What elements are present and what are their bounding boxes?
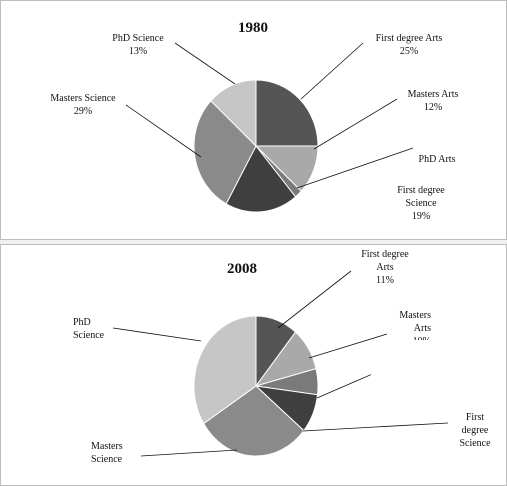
panel-separator — [0, 240, 507, 244]
leader-line-phd-arts — [296, 147, 414, 189]
slice-label-first-degree-arts: First degree Arts 25% — [376, 33, 443, 57]
pie-chart-1980: 1980 First degree Arts 25% Masters Arts 12%… — [0, 0, 507, 240]
slice-label-first-degree-arts: First degree Arts 11% — [361, 249, 409, 286]
leader-line-masters-science — [125, 104, 202, 158]
leader-line-phd-science — [112, 327, 202, 342]
pie-slice-phd-science — [210, 79, 257, 148]
slice-label-phd-science: PhD Science 13% — [112, 33, 164, 57]
label-clip-mask — [377, 162, 497, 202]
pie-slice-masters-science — [193, 100, 257, 205]
leader-line-first-degree-arts — [300, 42, 364, 100]
slice-label-masters-science: Masters Science — [91, 441, 123, 465]
label-clip-mask — [371, 340, 491, 380]
slice-label-masters-science: Masters Science 29% — [50, 93, 116, 117]
leader-line-first-degree-arts — [277, 270, 352, 329]
slice-label-first-degree-science: First degree Science 19% — [397, 185, 445, 222]
leader-line-phd-science — [174, 42, 236, 85]
pie-slice-first-degree-science — [225, 145, 297, 213]
leader-line-masters-science — [140, 449, 238, 457]
pie-chart-1980-svg: 1980 First degree Arts 25% Masters Arts 12%… — [50, 20, 497, 222]
leader-line-first-degree-science — [302, 422, 449, 432]
chart-title: 2008 — [227, 261, 257, 277]
slice-label-phd-arts: PhD Arts — [419, 154, 456, 165]
slice-label-masters-arts: Masters Arts 12% — [408, 89, 459, 113]
leader-line-masters-arts — [308, 333, 388, 359]
pie-slice-first-degree-arts — [255, 79, 319, 147]
pie-slice-phd-science — [193, 315, 257, 425]
pie-slice-masters-science — [202, 385, 305, 457]
slice-label-phd-science: PhD Science — [73, 317, 105, 341]
pie-chart-2008-svg: 2008 First degreeArts11%MastersArts10%Fi… — [73, 249, 491, 465]
leader-line-masters-arts — [313, 98, 398, 150]
pie-chart-2008: 2008 First degreeArts11%MastersArts10%Fi… — [0, 244, 507, 486]
chart-title: 1980 — [238, 20, 268, 36]
slice-label-first-degree-science: First degree Science — [459, 412, 491, 449]
